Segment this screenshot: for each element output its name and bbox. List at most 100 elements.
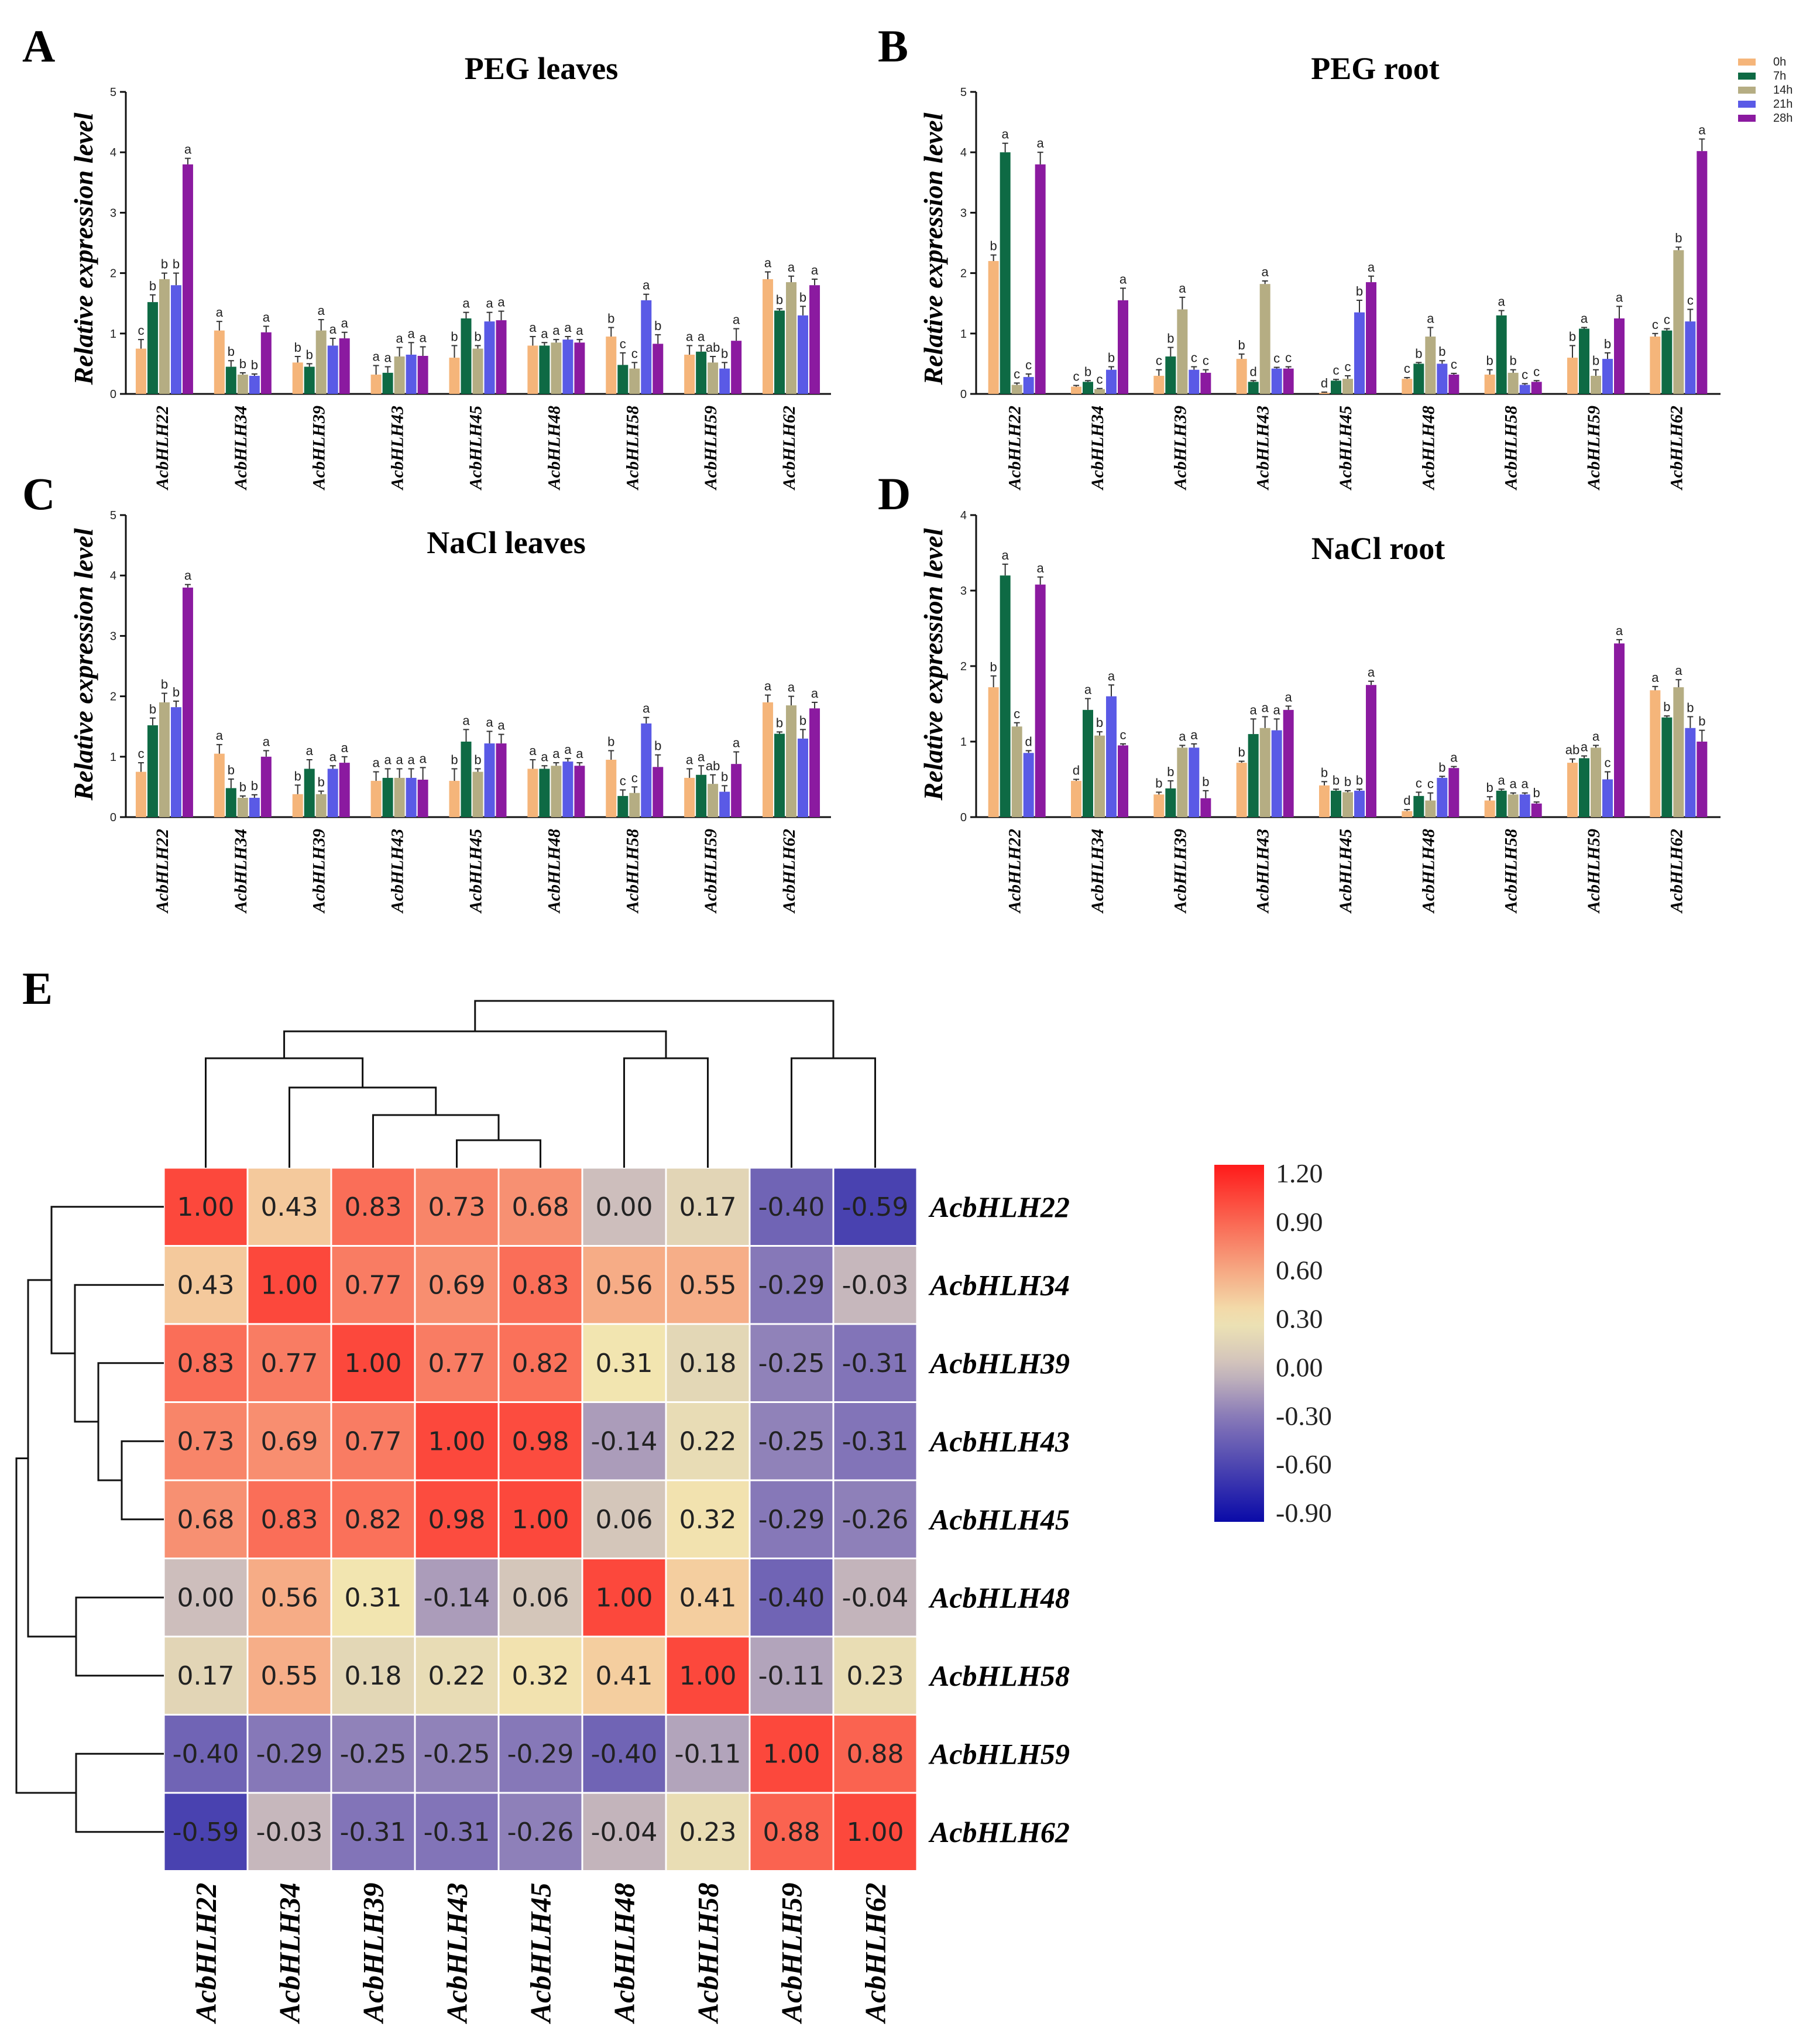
bar bbox=[774, 733, 785, 817]
bar bbox=[562, 339, 574, 394]
significance-letter: a bbox=[1510, 777, 1517, 791]
legend-swatch bbox=[1738, 101, 1756, 108]
x-tick-label: AcbHLH59 bbox=[701, 829, 720, 914]
column-dendrogram-branch bbox=[372, 1114, 500, 1168]
significance-letter: c bbox=[1605, 756, 1611, 770]
heatmap-cell bbox=[832, 1401, 918, 1481]
significance-letter: b bbox=[1321, 765, 1328, 780]
x-tick-label: AcbHLH22 bbox=[1005, 829, 1025, 914]
bar bbox=[1094, 389, 1105, 394]
bar bbox=[1283, 709, 1294, 817]
colorbar-tick-label: 0.60 bbox=[1276, 1256, 1323, 1285]
bar bbox=[370, 781, 382, 817]
x-tick-label: AcbHLH48 bbox=[544, 829, 564, 914]
heatmap-cell-value: 0.23 bbox=[847, 1661, 904, 1691]
significance-letter: ab bbox=[1565, 743, 1579, 757]
bar bbox=[1448, 374, 1460, 394]
significance-letter: d bbox=[1073, 763, 1080, 778]
bar bbox=[1484, 374, 1495, 394]
y-tick-label: 2 bbox=[960, 267, 967, 280]
bar bbox=[1366, 282, 1376, 394]
significance-letter: c bbox=[1451, 357, 1457, 372]
x-tick-label: AcbHLH48 bbox=[544, 406, 564, 491]
bar bbox=[1083, 709, 1093, 817]
heatmap-row-label: AcbHLH45 bbox=[928, 1503, 1070, 1536]
heatmap-cell-value: 0.68 bbox=[512, 1192, 569, 1222]
significance-letter: b bbox=[451, 329, 458, 344]
bar bbox=[1189, 747, 1200, 817]
bar bbox=[1283, 368, 1294, 394]
significance-letter: b bbox=[239, 356, 246, 371]
heatmap-cell bbox=[581, 1479, 667, 1559]
bar bbox=[696, 351, 707, 394]
significance-letter: b bbox=[1108, 351, 1115, 365]
heatmap-cell bbox=[330, 1792, 416, 1872]
bar bbox=[182, 587, 193, 817]
significance-letter: b bbox=[776, 292, 783, 307]
bar bbox=[1236, 359, 1247, 394]
x-tick-label: AcbHLH39 bbox=[1170, 829, 1190, 914]
heatmap-cell-value: -0.59 bbox=[842, 1192, 909, 1222]
heatmap-cell bbox=[832, 1479, 918, 1559]
heatmap-cell-value: 0.77 bbox=[345, 1270, 402, 1300]
significance-letter: b bbox=[1167, 764, 1174, 779]
bar bbox=[1259, 284, 1270, 394]
significance-letter: b bbox=[173, 257, 180, 272]
x-tick-label: AcbHLH62 bbox=[779, 829, 799, 914]
significance-letter: a bbox=[419, 751, 427, 766]
bar bbox=[484, 321, 495, 394]
bar bbox=[809, 285, 820, 394]
significance-letter: a bbox=[1002, 127, 1009, 142]
heatmap-cell-value: 0.43 bbox=[177, 1270, 235, 1300]
bar bbox=[1165, 788, 1176, 817]
heatmap-cell bbox=[832, 1714, 918, 1794]
heatmap-cell-value: 0.31 bbox=[345, 1583, 402, 1613]
bar bbox=[1579, 758, 1589, 817]
panel-b-title: PEG root bbox=[1311, 51, 1439, 86]
panel-c-title: NaCl leaves bbox=[427, 525, 585, 560]
significance-letter: a bbox=[329, 749, 337, 764]
significance-letter: a bbox=[552, 746, 560, 761]
y-tick-label: 3 bbox=[110, 207, 116, 219]
legend-label: 21h bbox=[1773, 98, 1792, 111]
legend-swatch bbox=[1738, 87, 1756, 94]
panel-a-title: PEG leaves bbox=[465, 51, 618, 86]
significance-letter: a bbox=[1250, 702, 1258, 717]
heatmap-cell-value: 0.77 bbox=[428, 1349, 486, 1378]
x-tick-label: AcbHLH34 bbox=[231, 406, 250, 491]
significance-letter: c bbox=[138, 746, 144, 761]
bar bbox=[1685, 728, 1696, 817]
bar bbox=[147, 302, 158, 394]
significance-letter: d bbox=[1250, 364, 1257, 379]
bar bbox=[988, 687, 999, 817]
bar bbox=[719, 791, 730, 817]
heatmap-cell-value: 0.56 bbox=[596, 1270, 653, 1300]
significance-letter: a bbox=[1522, 777, 1529, 791]
bar bbox=[1413, 795, 1424, 817]
heatmap-cell-value: -0.04 bbox=[842, 1583, 909, 1613]
significance-letter: b bbox=[990, 239, 997, 253]
significance-letter: a bbox=[1190, 728, 1198, 742]
heatmap-cell bbox=[246, 1479, 332, 1559]
heatmap-col-label: AcbHLH62 bbox=[859, 1883, 892, 2025]
bar bbox=[539, 345, 550, 394]
y-tick-label: 4 bbox=[960, 509, 967, 522]
significance-letter: c bbox=[1156, 354, 1162, 368]
significance-letter: b bbox=[799, 713, 806, 728]
significance-letter: a bbox=[1179, 729, 1186, 743]
bar bbox=[1591, 747, 1601, 817]
bar bbox=[315, 330, 327, 394]
heatmap-row-label: AcbHLH59 bbox=[928, 1737, 1070, 1770]
heatmap-cell bbox=[414, 1245, 500, 1325]
x-tick-label: AcbHLH43 bbox=[388, 829, 407, 914]
significance-letter: b bbox=[251, 778, 258, 793]
x-tick-label: AcbHLH62 bbox=[1667, 829, 1686, 914]
bar bbox=[1083, 382, 1093, 394]
bar bbox=[641, 300, 652, 394]
significance-letter: d bbox=[1321, 376, 1328, 390]
legend-label: 0h bbox=[1773, 56, 1786, 68]
significance-letter: a bbox=[1273, 702, 1281, 717]
bar bbox=[339, 338, 350, 394]
heatmap-cell bbox=[163, 1245, 249, 1325]
